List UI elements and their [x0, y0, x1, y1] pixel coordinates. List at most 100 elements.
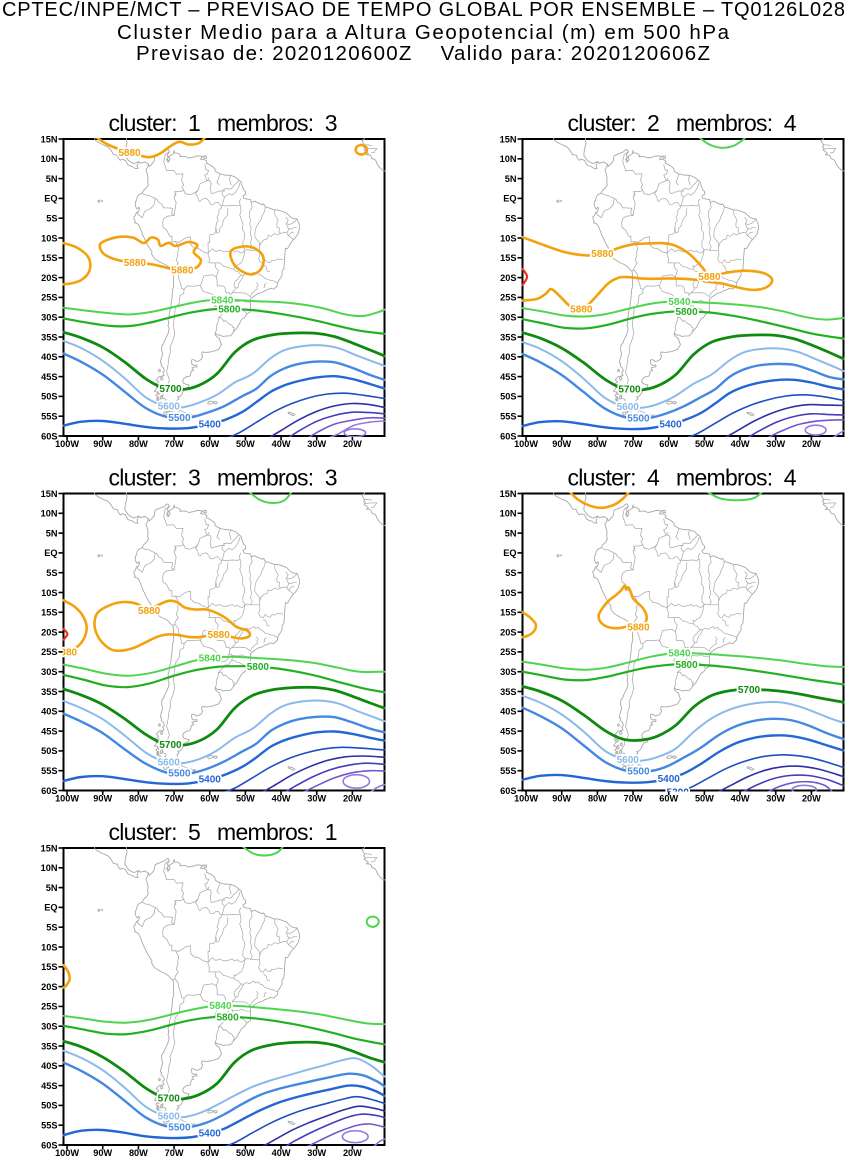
svg-text:10S: 10S — [41, 588, 57, 598]
svg-text:5300: 5300 — [667, 787, 690, 798]
svg-text:5S: 5S — [505, 214, 516, 224]
svg-text:EQ: EQ — [44, 194, 57, 204]
svg-text:30W: 30W — [766, 794, 785, 804]
svg-text:25S: 25S — [500, 647, 516, 657]
svg-text:20S: 20S — [500, 273, 516, 283]
svg-text:5880: 5880 — [570, 304, 593, 315]
svg-text:5700: 5700 — [618, 385, 641, 396]
svg-text:50S: 50S — [500, 392, 516, 402]
svg-text:5500: 5500 — [168, 1122, 191, 1133]
svg-text:70W: 70W — [624, 439, 643, 449]
svg-text:Previsao de: 2020120600Z Va: Previsao de: 2020120600Z Valido para: 20… — [136, 42, 710, 65]
svg-text:60S: 60S — [41, 431, 57, 441]
svg-text:45S: 45S — [41, 372, 57, 382]
svg-text:5500: 5500 — [168, 769, 191, 780]
svg-text:5500: 5500 — [168, 413, 191, 424]
svg-text:5400: 5400 — [199, 1129, 222, 1140]
svg-text:15N: 15N — [41, 489, 58, 499]
svg-text:20S: 20S — [500, 627, 516, 637]
svg-text:90W: 90W — [552, 439, 571, 449]
svg-text:55S: 55S — [500, 412, 516, 422]
svg-text:30W: 30W — [307, 1148, 326, 1157]
svg-text:60W: 60W — [659, 794, 678, 804]
svg-text:5400: 5400 — [658, 774, 681, 785]
svg-text:5880: 5880 — [55, 647, 78, 658]
svg-text:80W: 80W — [588, 439, 607, 449]
svg-text:5840: 5840 — [211, 295, 234, 306]
svg-text:5800: 5800 — [218, 305, 241, 316]
svg-text:45S: 45S — [500, 726, 516, 736]
svg-text:5400: 5400 — [659, 419, 682, 430]
svg-text:cluster: 1 membros: 3: cluster: 1 membros: 3 — [109, 110, 338, 136]
svg-text:55S: 55S — [41, 1121, 57, 1131]
svg-text:20W: 20W — [802, 794, 821, 804]
svg-text:20W: 20W — [343, 1148, 362, 1157]
svg-text:50W: 50W — [236, 1148, 255, 1157]
svg-text:5N: 5N — [505, 528, 517, 538]
svg-text:10N: 10N — [500, 154, 517, 164]
svg-text:70W: 70W — [165, 1148, 184, 1157]
svg-text:5840: 5840 — [668, 649, 691, 660]
svg-text:60S: 60S — [500, 786, 516, 796]
svg-text:40W: 40W — [272, 439, 291, 449]
svg-text:15S: 15S — [41, 608, 57, 618]
svg-text:30S: 30S — [41, 1022, 57, 1032]
svg-text:45S: 45S — [41, 726, 57, 736]
svg-text:40S: 40S — [500, 707, 516, 717]
svg-text:Cluster Medio para a Altura Ge: Cluster Medio para a Altura Geopotencial… — [117, 21, 730, 44]
svg-text:90W: 90W — [93, 439, 112, 449]
svg-text:45S: 45S — [41, 1081, 57, 1091]
svg-text:20S: 20S — [41, 273, 57, 283]
svg-text:5S: 5S — [46, 214, 57, 224]
svg-text:15S: 15S — [500, 253, 516, 263]
svg-text:55S: 55S — [41, 412, 57, 422]
svg-text:EQ: EQ — [44, 548, 57, 558]
svg-text:20S: 20S — [41, 982, 57, 992]
svg-text:60W: 60W — [200, 439, 219, 449]
svg-text:30S: 30S — [500, 313, 516, 323]
svg-text:10N: 10N — [41, 509, 58, 519]
svg-text:50W: 50W — [695, 439, 714, 449]
svg-text:5600: 5600 — [617, 402, 640, 413]
svg-text:cluster: 2 membros: 4: cluster: 2 membros: 4 — [568, 110, 797, 136]
svg-text:40W: 40W — [731, 794, 750, 804]
svg-text:90W: 90W — [93, 794, 112, 804]
svg-text:50S: 50S — [41, 1101, 57, 1111]
svg-text:10S: 10S — [500, 233, 516, 243]
svg-text:5700: 5700 — [738, 685, 761, 696]
svg-text:15N: 15N — [41, 134, 58, 144]
svg-text:5800: 5800 — [247, 662, 270, 673]
svg-text:5600: 5600 — [617, 755, 640, 766]
svg-text:5700: 5700 — [158, 1093, 181, 1104]
svg-text:20W: 20W — [802, 439, 821, 449]
svg-text:50W: 50W — [695, 794, 714, 804]
svg-text:100W: 100W — [55, 794, 79, 804]
svg-text:40S: 40S — [41, 707, 57, 717]
svg-text:80W: 80W — [129, 794, 148, 804]
svg-text:EQ: EQ — [503, 548, 516, 558]
svg-text:EQ: EQ — [503, 194, 516, 204]
svg-text:10N: 10N — [500, 509, 517, 519]
svg-text:55S: 55S — [41, 766, 57, 776]
svg-text:70W: 70W — [165, 794, 184, 804]
svg-text:25S: 25S — [41, 647, 57, 657]
svg-text:35S: 35S — [41, 332, 57, 342]
svg-text:40W: 40W — [272, 794, 291, 804]
svg-text:50S: 50S — [41, 746, 57, 756]
svg-text:5400: 5400 — [199, 775, 222, 786]
svg-text:10N: 10N — [41, 863, 58, 873]
svg-text:10S: 10S — [41, 942, 57, 952]
svg-text:5S: 5S — [46, 568, 57, 578]
svg-text:40W: 40W — [272, 1148, 291, 1157]
svg-text:15S: 15S — [41, 962, 57, 972]
svg-text:20W: 20W — [343, 439, 362, 449]
svg-text:30W: 30W — [307, 794, 326, 804]
svg-text:30S: 30S — [500, 667, 516, 677]
svg-text:35S: 35S — [500, 687, 516, 697]
svg-text:5880: 5880 — [171, 265, 194, 276]
svg-text:5840: 5840 — [209, 1001, 232, 1012]
svg-text:15N: 15N — [41, 843, 58, 853]
svg-text:60S: 60S — [41, 786, 57, 796]
svg-text:5880: 5880 — [627, 623, 650, 634]
svg-text:50S: 50S — [41, 392, 57, 402]
